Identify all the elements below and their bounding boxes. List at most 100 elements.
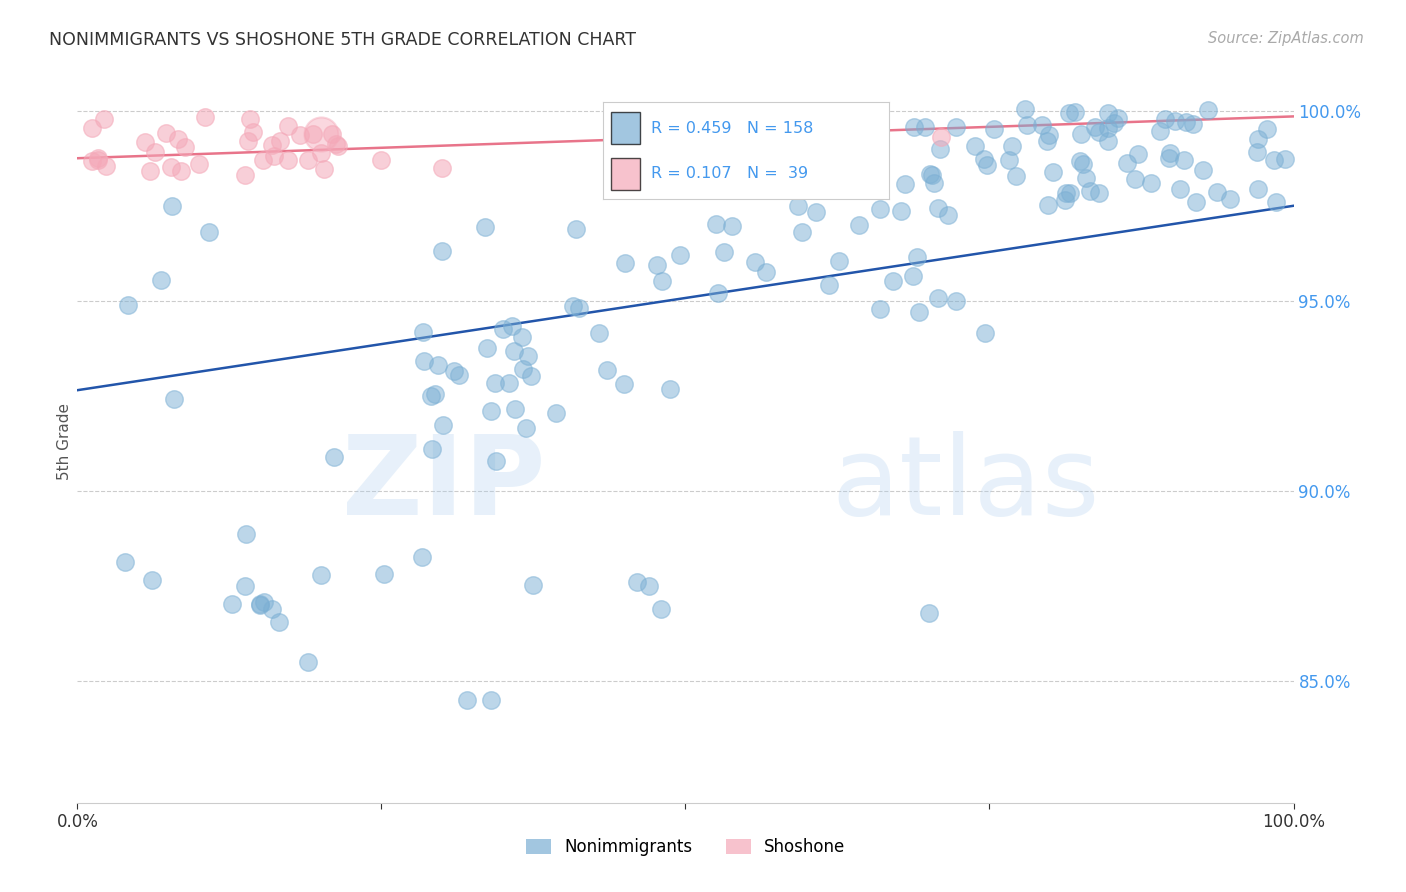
Point: [249, 598, 271, 612]
Point: [1192, 163, 1215, 178]
Point: [568, 301, 591, 315]
Point: [235, 527, 257, 541]
Point: [1123, 171, 1146, 186]
Point: [512, 362, 534, 376]
Point: [1173, 153, 1195, 167]
Point: [922, 176, 945, 190]
Point: [149, 273, 172, 287]
Point: [1057, 105, 1080, 120]
Point: [1116, 156, 1139, 170]
Point: [905, 250, 928, 264]
Text: ZIP: ZIP: [342, 432, 546, 539]
Point: [93, 112, 115, 127]
Point: [370, 153, 392, 168]
Point: [1005, 169, 1028, 183]
Text: Source: ZipAtlas.com: Source: ZipAtlas.com: [1208, 31, 1364, 46]
Point: [921, 168, 943, 182]
Point: [411, 549, 433, 564]
Point: [820, 115, 842, 129]
Point: [1054, 194, 1077, 208]
Point: [309, 127, 332, 141]
Point: [479, 404, 502, 418]
Point: [1157, 151, 1180, 165]
Point: [484, 454, 506, 468]
Point: [544, 406, 567, 420]
Point: [651, 274, 673, 288]
Point: [1088, 186, 1111, 200]
Point: [425, 386, 447, 401]
Point: [1078, 184, 1101, 198]
Y-axis label: 5th Grade: 5th Grade: [56, 403, 72, 480]
Point: [326, 139, 349, 153]
Point: [973, 152, 995, 166]
Point: [198, 225, 221, 239]
Point: [894, 177, 917, 191]
Text: NONIMMIGRANTS VS SHOSHONE 5TH GRADE CORRELATION CHART: NONIMMIGRANTS VS SHOSHONE 5TH GRADE CORR…: [49, 31, 636, 49]
Point: [447, 368, 470, 382]
Point: [1265, 195, 1288, 210]
Point: [173, 140, 195, 154]
Point: [908, 305, 931, 319]
Point: [1185, 194, 1208, 209]
Point: [707, 285, 730, 300]
Point: [755, 265, 778, 279]
Point: [522, 578, 544, 592]
Point: [194, 110, 217, 124]
Point: [1247, 132, 1270, 146]
Point: [117, 298, 139, 312]
Point: [1076, 171, 1098, 186]
Point: [412, 326, 434, 340]
Point: [974, 326, 997, 340]
Point: [669, 248, 692, 262]
Point: [562, 300, 585, 314]
Point: [80, 121, 103, 136]
Point: [484, 376, 506, 391]
Text: atlas: atlas: [831, 432, 1099, 539]
Point: [1164, 114, 1187, 128]
Point: [1197, 103, 1219, 118]
Point: [1107, 111, 1129, 125]
Point: [1088, 125, 1111, 139]
Point: [233, 169, 256, 183]
Point: [501, 319, 523, 334]
Point: [520, 368, 543, 383]
Point: [721, 219, 744, 234]
Point: [1059, 186, 1081, 200]
Point: [918, 167, 941, 181]
Point: [288, 128, 311, 143]
Point: [818, 277, 841, 292]
Point: [160, 199, 183, 213]
Point: [1247, 182, 1270, 196]
Point: [804, 205, 827, 219]
Point: [432, 418, 454, 433]
Point: [869, 202, 891, 217]
Point: [1035, 134, 1057, 148]
Point: [420, 389, 443, 403]
Point: [87, 152, 110, 166]
Point: [134, 135, 156, 149]
Point: [253, 595, 276, 609]
Point: [233, 579, 256, 593]
Point: [143, 145, 166, 160]
Point: [260, 137, 283, 152]
Point: [704, 218, 727, 232]
Point: [239, 112, 262, 126]
Point: [322, 450, 344, 465]
Point: [309, 567, 332, 582]
Point: [114, 555, 136, 569]
Point: [645, 259, 668, 273]
Point: [945, 293, 967, 308]
Point: [155, 126, 177, 140]
Point: [713, 245, 735, 260]
Point: [456, 693, 478, 707]
Point: [297, 153, 319, 168]
Point: [903, 120, 925, 134]
Point: [301, 127, 323, 141]
Point: [321, 127, 343, 141]
Point: [373, 567, 395, 582]
Point: [503, 401, 526, 416]
Point: [1097, 121, 1119, 136]
Point: [998, 153, 1021, 167]
Legend: Nonimmigrants, Shoshone: Nonimmigrants, Shoshone: [526, 838, 845, 856]
Point: [94, 159, 117, 173]
